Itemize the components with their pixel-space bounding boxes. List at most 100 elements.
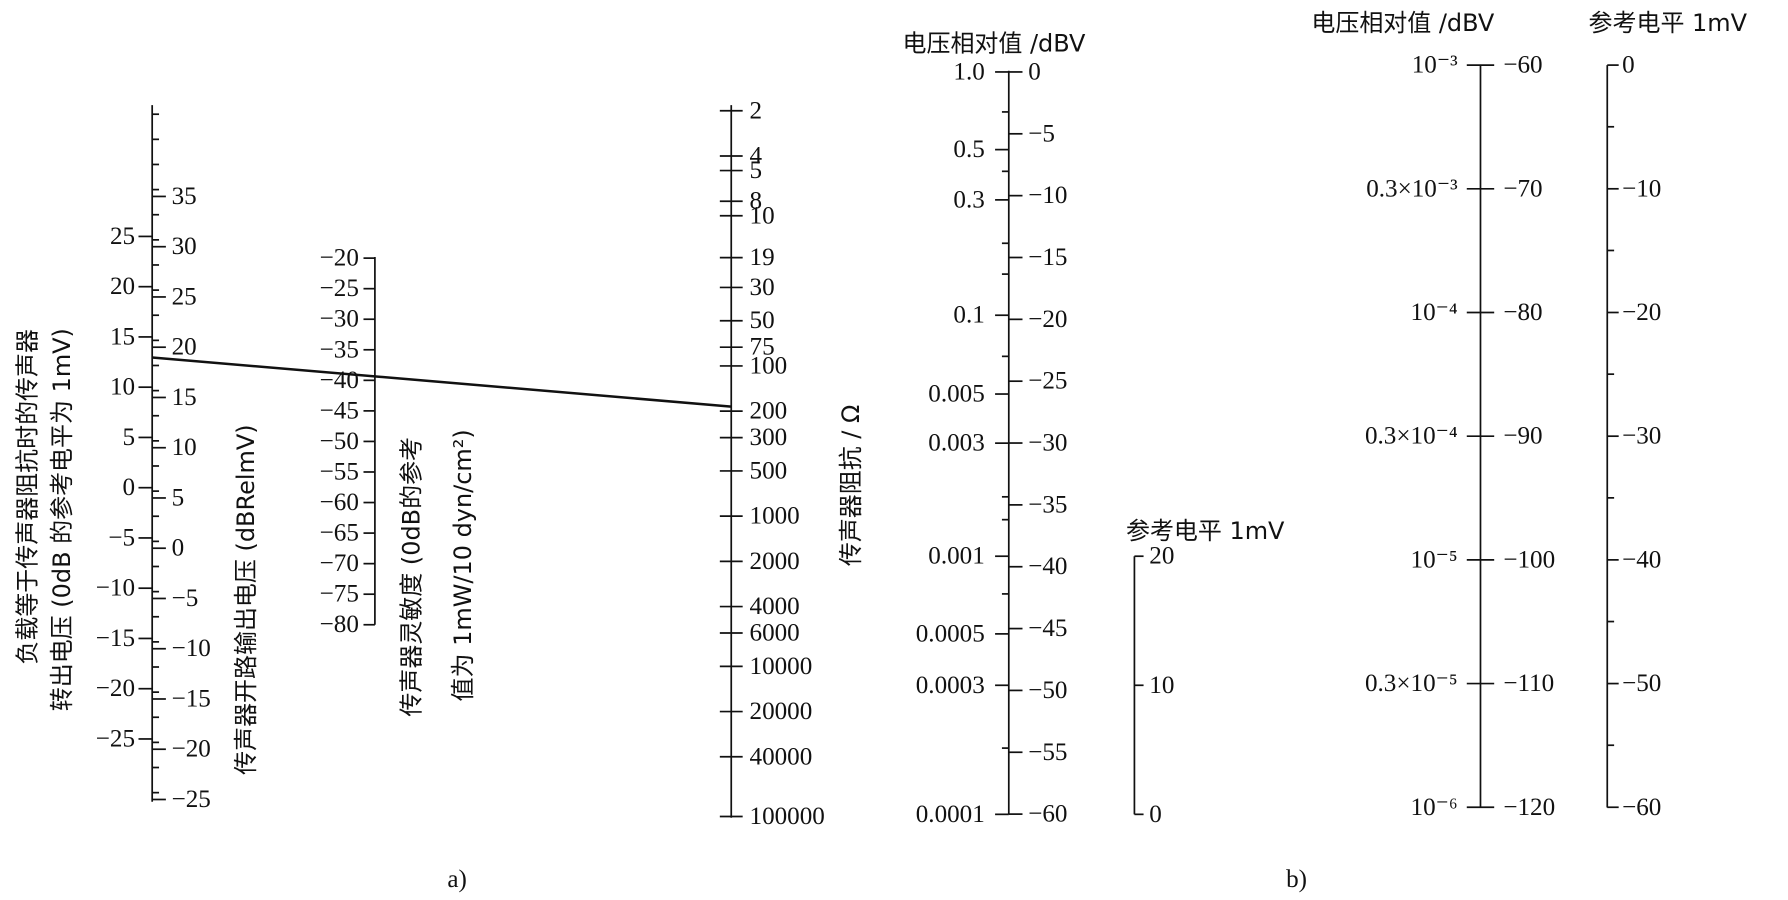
tick-label: 4	[750, 142, 763, 169]
tick-label: 0.001	[928, 543, 985, 570]
tick-label: −10	[172, 635, 211, 662]
tick-label: 300	[750, 424, 788, 451]
tick-label: 20000	[750, 698, 813, 725]
tick-label: 40000	[750, 743, 813, 770]
axis-title: 负载等于传声器阻抗时的传声器	[14, 329, 42, 665]
axis-title: 电压相对值 /dBV	[1311, 9, 1494, 37]
tick-label: −55	[1028, 739, 1067, 766]
tick-label: 5	[122, 424, 135, 451]
tick-label: 0.0005	[916, 620, 985, 647]
tick-label: 10⁻³	[1412, 52, 1458, 79]
tick-label: −70	[1503, 175, 1542, 202]
axis-title: 参考电平 1mV	[1126, 517, 1285, 545]
tick-label: 1.0	[953, 58, 984, 85]
tick-label: 0.0001	[916, 801, 985, 828]
tick-label: −60	[1028, 801, 1067, 828]
tick-label: 10	[750, 202, 775, 229]
axis-title: 传声器灵敏度 (0dB的参考	[397, 437, 425, 717]
tick-label: 10000	[750, 653, 813, 680]
tick-label: −5	[108, 524, 135, 551]
axis-title: 参考电平 1mV	[1589, 9, 1748, 37]
tick-label: −30	[320, 306, 359, 333]
tick-label: −15	[172, 685, 211, 712]
tick-label: 10	[172, 434, 197, 461]
tick-label: −30	[1028, 430, 1067, 457]
tick-label: −10	[1622, 175, 1661, 202]
tick-label: 4000	[750, 593, 800, 620]
tick-label: 5	[172, 484, 185, 511]
tick-label: −40	[1028, 553, 1067, 580]
caption: b)	[1286, 866, 1307, 893]
tick-label: 0	[172, 535, 185, 562]
tick-label: −10	[1028, 182, 1067, 209]
tick-label: 10	[1149, 672, 1174, 699]
tick-label: 0.3×10⁻³	[1366, 175, 1458, 202]
tick-label: 10⁻⁶	[1411, 794, 1458, 821]
axis-title: 电压相对值 /dBV	[903, 29, 1086, 57]
tick-label: 35	[172, 183, 197, 210]
tick-label: −35	[1028, 491, 1067, 518]
tick-label: 0	[1028, 58, 1041, 85]
tick-label: −75	[320, 581, 359, 608]
tick-label: 0.003	[928, 430, 985, 457]
tick-label: 50	[750, 307, 775, 334]
tick-label: 2000	[750, 548, 800, 575]
tick-label: −25	[172, 786, 211, 813]
tick-label: 15	[172, 384, 197, 411]
axis-title: 转出电压 (0dB 的参考电平为 1mV)	[48, 328, 76, 711]
tick-label: 0.3×10⁻⁵	[1365, 670, 1458, 697]
tick-label: 0.3	[953, 186, 984, 213]
index-line	[152, 356, 732, 408]
tick-label: 10	[110, 374, 135, 401]
tick-label: −50	[320, 428, 359, 455]
tick-label: 6000	[750, 620, 800, 647]
tick-label: −90	[1503, 423, 1542, 450]
axis-title: 传声器阻抗 / Ω	[837, 405, 865, 566]
tick-label: 100	[750, 352, 788, 379]
tick-label: 75	[750, 334, 775, 361]
tick-label: −25	[320, 275, 359, 302]
tick-label: −25	[1028, 368, 1067, 395]
tick-label: −40	[320, 367, 359, 394]
tick-label: −70	[320, 550, 359, 577]
tick-label: 0.5	[953, 136, 984, 163]
tick-label: −65	[320, 520, 359, 547]
axis-title: 值为 1mW/10 dyn/cm²)	[449, 429, 477, 701]
tick-label: 10⁻⁴	[1411, 299, 1458, 326]
tick-label: −50	[1622, 670, 1661, 697]
tick-label: 5	[750, 157, 763, 184]
tick-label: 30	[750, 274, 775, 301]
tick-label: 8	[750, 188, 763, 215]
tick-label: −35	[320, 336, 359, 363]
tick-label: 19	[750, 244, 775, 271]
tick-label: 25	[172, 283, 197, 310]
tick-label: −60	[1503, 52, 1542, 79]
tick-label: 25	[110, 223, 135, 250]
tick-label: −20	[1028, 306, 1067, 333]
tick-label: 0.0003	[916, 672, 985, 699]
tick-label: −50	[1028, 677, 1067, 704]
axis-title: 传声器开路输出电压 (dBRelmV)	[232, 424, 260, 774]
tick-label: 0	[122, 474, 135, 501]
tick-label: 20	[110, 273, 135, 300]
tick-label: 20	[1149, 543, 1174, 570]
tick-label: −20	[172, 736, 211, 763]
tick-label: −5	[172, 585, 199, 612]
tick-label: −100	[1503, 546, 1555, 573]
tick-label: 30	[172, 233, 197, 260]
tick-label: 0.1	[953, 302, 984, 329]
tick-label: 2	[750, 97, 763, 124]
tick-label: −30	[1622, 423, 1661, 450]
tick-label: −80	[1503, 299, 1542, 326]
tick-label: −45	[320, 397, 359, 424]
tick-label: −110	[1503, 670, 1554, 697]
tick-label: −80	[320, 611, 359, 638]
tick-label: −20	[96, 675, 135, 702]
tick-label: −20	[1622, 299, 1661, 326]
tick-label: −55	[320, 458, 359, 485]
tick-label: −120	[1503, 794, 1555, 821]
tick-label: 0	[1149, 801, 1162, 828]
tick-label: −20	[320, 245, 359, 272]
